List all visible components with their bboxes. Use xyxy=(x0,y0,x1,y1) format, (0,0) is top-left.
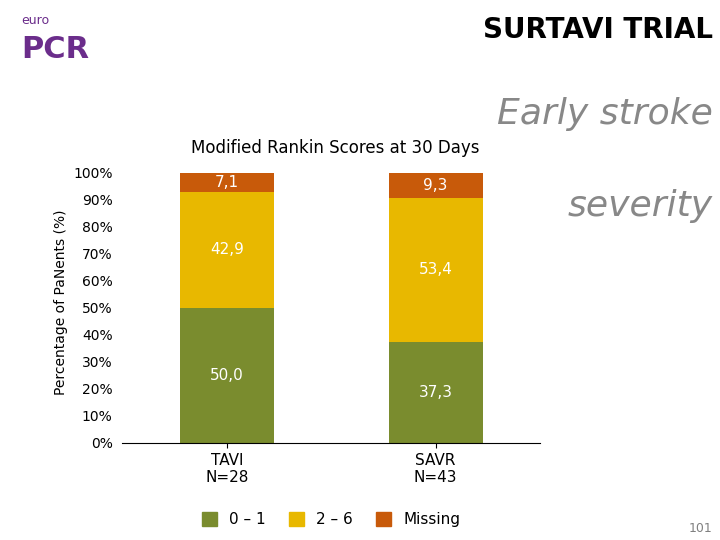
Text: 9,3: 9,3 xyxy=(423,178,448,193)
Text: 101: 101 xyxy=(689,522,713,535)
Text: 50,0: 50,0 xyxy=(210,368,243,383)
Text: SURTAVI TRIAL: SURTAVI TRIAL xyxy=(483,16,713,44)
Text: 37,3: 37,3 xyxy=(418,385,453,400)
Text: severity: severity xyxy=(567,189,713,223)
Bar xyxy=(180,173,274,192)
Bar xyxy=(389,342,482,443)
Text: PCR: PCR xyxy=(22,35,90,64)
Text: 53,4: 53,4 xyxy=(418,262,453,278)
Text: Modified Rankin Scores at 30 Days: Modified Rankin Scores at 30 Days xyxy=(191,139,479,157)
Bar xyxy=(180,192,274,308)
Text: euro: euro xyxy=(22,14,50,26)
Bar xyxy=(180,308,274,443)
Text: 7,1: 7,1 xyxy=(215,175,239,190)
Legend: 0 – 1, 2 – 6, Missing: 0 – 1, 2 – 6, Missing xyxy=(202,512,461,527)
Bar xyxy=(389,173,482,198)
Text: Early stroke: Early stroke xyxy=(497,97,713,131)
Text: 42,9: 42,9 xyxy=(210,242,244,258)
Bar xyxy=(389,198,482,342)
Y-axis label: Percentage of PaNents (%): Percentage of PaNents (%) xyxy=(53,210,68,395)
